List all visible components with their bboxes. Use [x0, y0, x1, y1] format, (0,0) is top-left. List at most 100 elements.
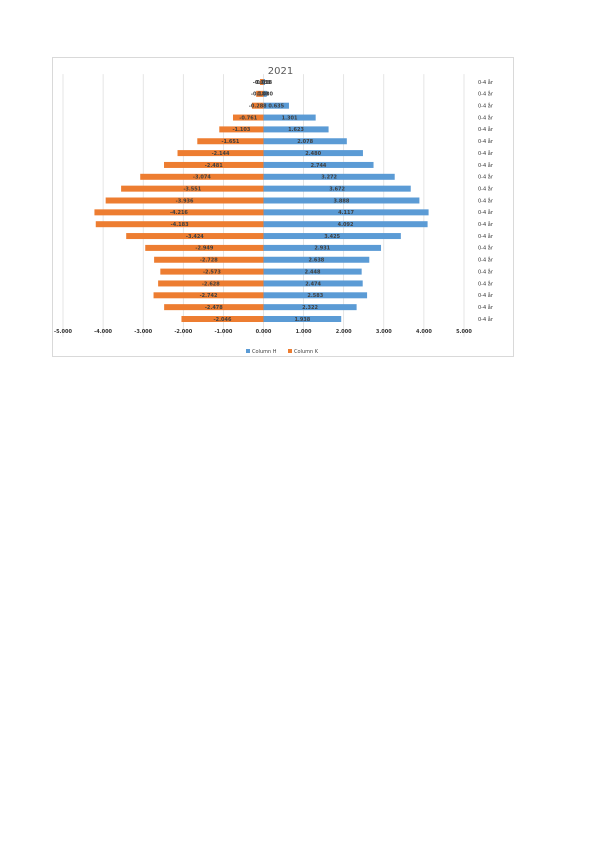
category-label: 0-4 år [478, 221, 494, 228]
category-label: 0-4 år [478, 126, 494, 133]
bar-column-k [94, 209, 264, 216]
data-label: -2.742 [200, 293, 218, 299]
data-label: 2.480 [305, 151, 321, 157]
bar-column-h [263, 233, 401, 240]
bar-column-k [251, 102, 264, 109]
bar-column-h [263, 161, 374, 168]
bar-column-k [105, 197, 264, 204]
x-tick-label: 0.000 [256, 329, 272, 335]
population-pyramid-chart: 2021 -5.000 -4.000 -3.000 -2.000 -1.000 0.000 1… [54, 66, 494, 355]
data-label: -4.183 [171, 222, 189, 228]
x-tick-label: -2.000 [174, 329, 192, 335]
data-label: -0.288 [249, 104, 267, 110]
bar-column-k [158, 280, 264, 287]
bar-column-h [263, 316, 342, 322]
data-label: 2.448 [305, 269, 321, 275]
category-label: 0-4 år [478, 280, 494, 287]
bar-column-k [177, 150, 264, 157]
bar-column-k [140, 173, 264, 180]
bar-column-k [197, 138, 264, 145]
bar-column-h [263, 79, 266, 85]
bar-column-h [263, 256, 370, 263]
category-label: 0-4 år [478, 185, 494, 192]
bar-column-h [263, 292, 368, 299]
bar-column-k [164, 304, 264, 311]
x-tick-label: -3.000 [134, 329, 152, 335]
bar-column-k [154, 256, 264, 263]
category-label: 0-4 år [478, 233, 494, 240]
data-label: 4.117 [338, 210, 354, 216]
x-tick-label: -1.000 [214, 329, 232, 335]
legend-swatch-column-h [246, 349, 250, 353]
bar-column-h [263, 221, 428, 228]
data-label: 0.635 [268, 104, 284, 110]
x-tick-label: -5.000 [54, 329, 72, 335]
category-label: 0-4 år [478, 150, 494, 157]
data-label: 3.425 [324, 234, 340, 240]
bar-column-h [263, 304, 357, 311]
data-label: 2.931 [314, 246, 330, 252]
chart-container: 2021 -5.000 -4.000 -3.000 -2.000 -1.000 0.000 1… [52, 57, 514, 357]
data-label: 0.038 [256, 80, 272, 86]
data-label: -0.088 [253, 80, 271, 86]
bar-column-k [181, 316, 264, 322]
category-label: 0-4 år [478, 103, 494, 110]
bar-column-k [219, 126, 264, 133]
x-tick-label: 2.000 [336, 329, 352, 335]
bar-column-h [263, 268, 362, 275]
bar-column-h [263, 244, 382, 251]
data-label: 2.583 [307, 293, 323, 299]
legend-swatch-column-k [288, 349, 292, 353]
bar-column-h [263, 150, 363, 157]
data-label: 0.080 [257, 92, 273, 98]
chart-title: 2021 [268, 66, 293, 77]
bar-column-k [256, 90, 264, 97]
data-label: 3.888 [334, 198, 350, 204]
data-label: -3.424 [186, 234, 204, 240]
category-label: 0-4 år [478, 316, 494, 323]
data-label: -4.216 [170, 210, 188, 216]
data-label: -3.936 [176, 198, 194, 204]
data-label: -2.144 [212, 151, 230, 157]
category-label: 0-4 år [478, 245, 494, 252]
x-tick-label: 3.000 [376, 329, 392, 335]
data-label: -2.728 [200, 258, 218, 264]
data-label: 2.322 [302, 305, 318, 311]
category-label: 0-4 år [478, 162, 494, 169]
bar-column-h [263, 114, 316, 121]
bar-column-h [263, 280, 363, 287]
data-label: 2.638 [308, 258, 324, 264]
data-label: 1.623 [288, 127, 304, 133]
bar-column-h [263, 90, 267, 97]
category-label: 0-4 år [478, 138, 494, 145]
category-label: 0-4 år [478, 91, 494, 98]
category-label: 0-4 år [478, 114, 494, 121]
data-label: 4.092 [338, 222, 354, 228]
x-tick-label: 4.000 [416, 329, 432, 335]
category-label: 0-4 år [478, 268, 494, 275]
data-label: -2.478 [205, 305, 223, 311]
bar-column-k [145, 244, 264, 251]
category-label: 0-4 år [478, 257, 494, 264]
category-label: 0-4 år [478, 79, 494, 86]
data-label: -0.183 [251, 92, 269, 98]
data-label: 1.301 [282, 115, 298, 121]
data-label: -1.651 [221, 139, 239, 145]
bar-column-h [263, 197, 420, 204]
bar-column-h [263, 138, 347, 145]
data-label: -2.949 [195, 246, 213, 252]
category-label: 0-4 år [478, 292, 494, 299]
data-label: -2.481 [205, 163, 223, 169]
bar-column-k [259, 79, 264, 85]
legend-label-column-k: Column K [294, 349, 319, 355]
data-label: -2.628 [202, 281, 220, 287]
bar-column-k [153, 292, 264, 299]
x-tick-label: 5.000 [456, 329, 472, 335]
category-label: 0-4 år [478, 174, 494, 181]
data-label: -1.103 [232, 127, 250, 133]
category-label: 0-4 år [478, 197, 494, 204]
data-label: 2.744 [311, 163, 327, 169]
x-tick-label: 1.000 [296, 329, 312, 335]
bar-column-h [263, 209, 429, 216]
bar-column-k [232, 114, 264, 121]
